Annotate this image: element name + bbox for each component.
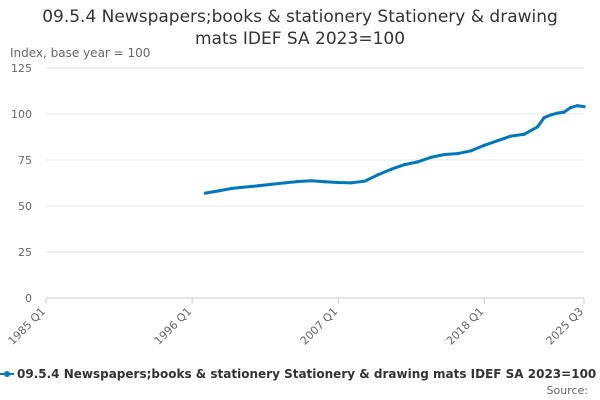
data-point[interactable]: [575, 104, 579, 108]
data-point[interactable]: [522, 132, 526, 136]
x-tick-label: 2025 Q3: [544, 305, 587, 348]
chart-title: 09.5.4 Newspapers;books & stationery Sta…: [0, 6, 600, 50]
y-tick-label: 75: [18, 154, 32, 167]
data-point[interactable]: [549, 113, 553, 117]
data-point[interactable]: [310, 179, 314, 183]
y-tick-label: 25: [18, 246, 32, 259]
data-point[interactable]: [403, 163, 407, 167]
data-point[interactable]: [469, 149, 473, 153]
y-axis-label: Index, base year = 100: [10, 46, 150, 60]
data-point[interactable]: [283, 181, 287, 185]
legend[interactable]: 09.5.4 Newspapers;books & stationery Sta…: [0, 367, 596, 381]
data-point[interactable]: [535, 125, 540, 129]
data-point[interactable]: [296, 179, 300, 184]
x-tick-label: 1985 Q1: [6, 305, 49, 348]
series-line[interactable]: [203, 104, 586, 195]
data-point[interactable]: [230, 186, 234, 190]
legend-swatch-marker: [4, 371, 10, 377]
data-point[interactable]: [389, 167, 393, 171]
y-tick-label: 100: [11, 108, 32, 121]
data-point[interactable]: [270, 182, 274, 186]
chart-title-line-1: 09.5.4 Newspapers;books & stationery Sta…: [42, 7, 558, 27]
data-point[interactable]: [456, 151, 460, 156]
legend-item-label: 09.5.4 Newspapers;books & stationery Sta…: [17, 367, 596, 381]
data-point[interactable]: [482, 143, 486, 147]
series-layer: [203, 104, 586, 195]
data-point[interactable]: [323, 180, 327, 184]
data-point[interactable]: [256, 184, 261, 188]
data-point[interactable]: [496, 139, 500, 143]
data-point[interactable]: [336, 180, 340, 185]
data-point[interactable]: [416, 160, 420, 164]
data-point[interactable]: [376, 173, 380, 177]
data-point[interactable]: [569, 105, 573, 110]
data-point[interactable]: [217, 189, 221, 193]
data-point[interactable]: [243, 185, 247, 189]
data-point[interactable]: [562, 110, 566, 114]
source-label[interactable]: Source:: [547, 384, 589, 397]
x-tick-label: 1996 Q1: [152, 305, 195, 348]
data-point[interactable]: [363, 179, 367, 183]
x-tick-label: 2018 Q1: [444, 305, 487, 348]
y-tick-label: 125: [11, 62, 32, 75]
data-point[interactable]: [542, 116, 546, 120]
chart-title-line-2: mats IDEF SA 2023=100: [194, 29, 406, 49]
data-point[interactable]: [509, 134, 513, 138]
x-tick-label: 2007 Q1: [298, 305, 341, 348]
data-point[interactable]: [582, 105, 586, 109]
y-tick-label: 50: [18, 200, 32, 213]
y-axis-ticks: 0 25 50 75 100 125: [11, 62, 32, 305]
y-tick-label: 0: [25, 292, 32, 305]
gridlines: [46, 67, 584, 253]
data-point[interactable]: [203, 191, 208, 195]
data-point[interactable]: [555, 111, 560, 115]
data-point[interactable]: [349, 181, 354, 185]
data-point[interactable]: [442, 152, 447, 157]
data-point[interactable]: [429, 155, 433, 159]
x-axis: 1985 Q1 1996 Q1 2007 Q1 2018 Q1 2025 Q3: [6, 297, 587, 348]
